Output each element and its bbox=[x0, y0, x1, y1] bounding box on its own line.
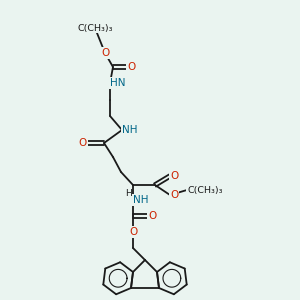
Text: O: O bbox=[101, 48, 109, 58]
Text: C(CH₃)₃: C(CH₃)₃ bbox=[77, 23, 113, 32]
Text: HN: HN bbox=[110, 78, 125, 88]
Text: O: O bbox=[148, 211, 156, 221]
Text: O: O bbox=[127, 62, 135, 72]
Text: H: H bbox=[124, 188, 131, 197]
Text: O: O bbox=[79, 138, 87, 148]
Text: NH: NH bbox=[122, 125, 137, 135]
Text: O: O bbox=[170, 171, 178, 181]
Text: O: O bbox=[170, 190, 178, 200]
Text: C(CH₃)₃: C(CH₃)₃ bbox=[187, 185, 223, 194]
Text: O: O bbox=[129, 227, 137, 237]
Text: NH: NH bbox=[133, 195, 148, 205]
